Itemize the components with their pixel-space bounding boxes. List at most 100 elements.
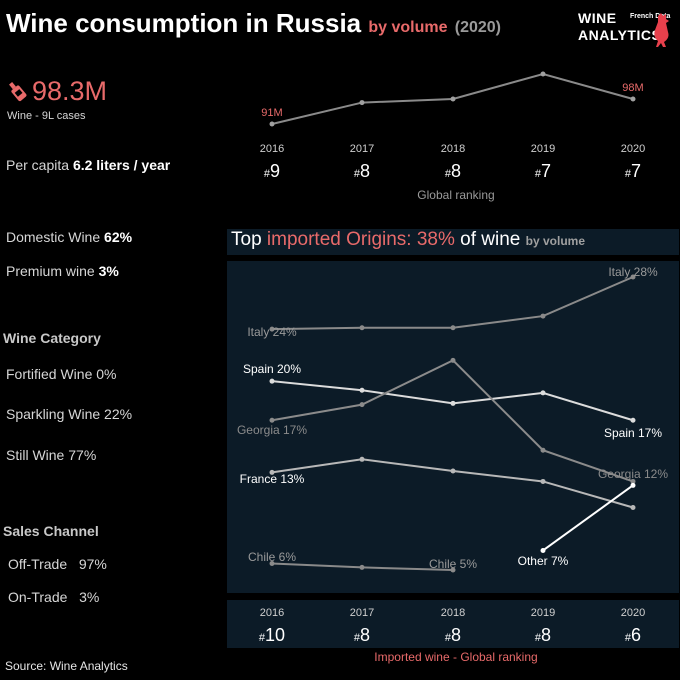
italy-series-point (540, 313, 546, 319)
georgia-series-point (540, 447, 546, 453)
import-rank-year: 2019 (531, 607, 555, 619)
france-series-point (630, 504, 636, 510)
georgia-series-point (450, 357, 456, 363)
consumption-trend-chart: 91M 98M 2016 2017 2018 2019 2020 #9 #8 #8 #7 #7 Glob… (260, 71, 645, 202)
category-value: 0% (96, 366, 117, 382)
consumption-point (450, 96, 456, 102)
spain-series-point (540, 390, 546, 396)
georgia-series-point (630, 478, 636, 484)
italy-series-point (450, 325, 456, 331)
france-start-label: France 13% (240, 472, 305, 486)
import-rank-year: 2017 (350, 607, 374, 619)
category-label: Sparkling Wine (6, 406, 101, 422)
banner-part-2: imported Origins: 38% (266, 229, 455, 250)
spain-end-label: Spain 17% (604, 426, 662, 440)
italy-series-point (269, 326, 275, 332)
wine-analytics-logo: WINE ANALYTICS French Data (578, 10, 674, 50)
spain-series-point (269, 378, 275, 384)
italy-end-label: Italy 28% (608, 265, 658, 279)
x-tick-label: 2020 (621, 143, 645, 155)
premium-stat: Premium wine 3% (6, 263, 119, 279)
x-tick-label: 2019 (531, 143, 555, 155)
channel-value: 3% (79, 589, 100, 605)
import-rank-label: #8 (535, 625, 551, 645)
domestic-value: 62% (104, 229, 133, 245)
import-rank-label: #8 (354, 625, 370, 645)
other-series-point (630, 482, 636, 488)
france-series-point (450, 468, 456, 474)
import-rank-year: 2018 (441, 607, 465, 619)
global-rank-label: #8 (354, 161, 370, 181)
france-series-line (271, 458, 634, 509)
consumption-data-label: 91M (261, 107, 282, 119)
italy-series-point (630, 274, 636, 280)
other-series-line (542, 484, 634, 552)
logo-line-2: ANALYTICS (578, 27, 662, 43)
imports-chart-panel (227, 261, 679, 593)
category-value: 22% (104, 406, 133, 422)
global-rank-label: #7 (535, 161, 551, 181)
spain-series-point (359, 387, 365, 393)
imports-origins-chart: Italy 24% Italy 28% Spain 20% Spain 17% Geor… (237, 265, 668, 573)
page-title-block: Wine consumption in Russia by volume (20… (6, 8, 501, 39)
consumption-data-label: 98M (622, 82, 643, 94)
spain-series-point (450, 400, 456, 406)
channel-value: 97% (78, 556, 107, 572)
volume-kpi: 98.3M (6, 74, 107, 108)
channel-label: On-Trade (8, 589, 68, 605)
per-capita-stat: Per capita 6.2 liters / year (6, 157, 170, 173)
volume-unit: Wine - 9L cases (7, 110, 86, 122)
france-series-point (540, 478, 546, 484)
banner-part-1: Top (231, 229, 267, 250)
import-rank-year: 2016 (260, 607, 284, 619)
source-note: Source: Wine Analytics (5, 659, 128, 673)
category-heading: Wine Category (3, 330, 101, 346)
chile-series-point (450, 567, 456, 573)
georgia-series-point (269, 417, 275, 423)
consumption-point (540, 71, 546, 77)
global-rank-label: #8 (445, 161, 461, 181)
spain-start-label: Spain 20% (243, 362, 301, 376)
rooster-icon (654, 13, 669, 47)
volume-value: 98.3M (32, 75, 108, 106)
chile-series-point (359, 564, 365, 570)
category-value: 77% (68, 447, 97, 463)
import-rank-label: #8 (445, 625, 461, 645)
consumption-point (630, 96, 636, 102)
italy-start-label: Italy 24% (247, 325, 297, 339)
category-label: Still Wine (6, 447, 65, 463)
italy-series-point (359, 325, 365, 331)
georgia-series-line (271, 359, 634, 483)
imports-banner: Top imported Origins: 38% of wine by vol… (231, 229, 585, 251)
import-rank-caption: Imported wine - Global ranking (374, 650, 537, 664)
premium-label: Premium wine (6, 263, 95, 279)
channel-heading: Sales Channel (3, 523, 99, 539)
import-rank-year: 2020 (621, 607, 645, 619)
georgia-series-point (359, 402, 365, 408)
chile-start-label: Chile 6% (248, 550, 296, 564)
import-ranking-table: 2016 2017 2018 2019 2020 #10 #8 #8 #8 #6 Imported … (259, 607, 645, 664)
title-year: (2020) (454, 19, 501, 36)
category-item: Fortified Wine 0% (6, 366, 116, 382)
wine-bottle-icon (9, 82, 27, 102)
premium-value: 3% (98, 263, 119, 279)
global-rank-label: #7 (625, 161, 641, 181)
import-ranking-panel (227, 600, 679, 648)
category-label: Fortified Wine (6, 366, 93, 382)
domestic-label: Domestic Wine (6, 229, 101, 245)
logo-tag: French Data (630, 13, 671, 20)
channel-item: Off-Trade 97% (8, 556, 107, 572)
per-capita-value: 6.2 liters / year (72, 157, 171, 173)
x-tick-label: 2016 (260, 143, 284, 155)
consumption-point (269, 121, 275, 127)
x-tick-label: 2018 (441, 143, 465, 155)
chile-end-label: Chile 5% (429, 557, 477, 571)
france-series-point (359, 456, 365, 462)
import-rank-label: #6 (625, 625, 641, 645)
channel-item: On-Trade 3% (8, 589, 99, 605)
consumption-point (359, 100, 365, 106)
global-rank-caption: Global ranking (417, 188, 494, 202)
other-start-label: Other 7% (518, 554, 569, 568)
title-subtitle: by volume (368, 19, 448, 36)
per-capita-label: Per capita (6, 157, 70, 173)
